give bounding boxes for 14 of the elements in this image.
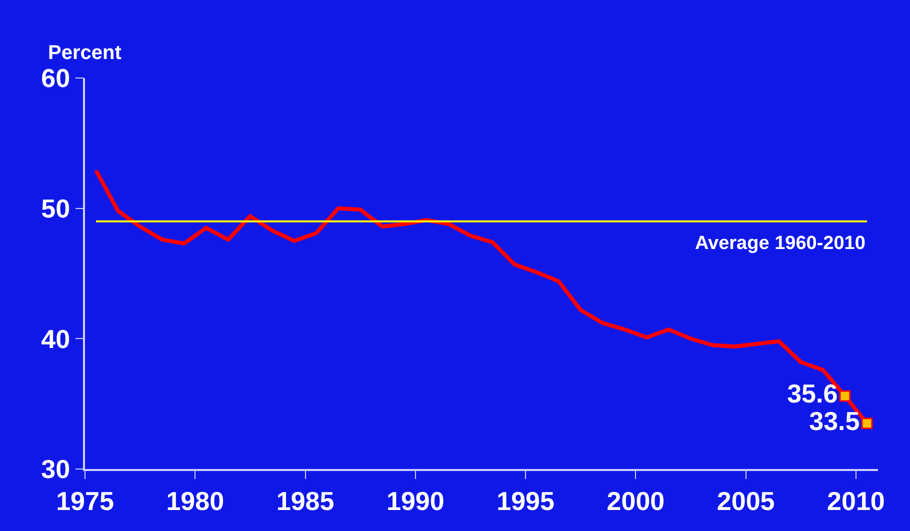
x-tick-label: 2010 — [827, 486, 885, 516]
x-tick-label: 2000 — [606, 486, 665, 516]
x-tick-label: 1980 — [166, 486, 224, 516]
x-tick-label: 1985 — [276, 486, 334, 516]
y-tick-label: 50 — [41, 193, 70, 224]
ref-line-label: Average 1960-2010 — [695, 233, 866, 254]
y-axis-title: Percent — [48, 42, 122, 64]
x-tick-label: 2005 — [716, 486, 775, 516]
x-tick-label: 1990 — [386, 486, 444, 516]
x-tick-label: 1975 — [56, 486, 114, 516]
y-tick-label: 60 — [41, 63, 70, 94]
y-tick-label: 30 — [41, 454, 70, 484]
x-tick-label: 1995 — [496, 486, 554, 516]
y-tick-label: 40 — [41, 324, 70, 354]
